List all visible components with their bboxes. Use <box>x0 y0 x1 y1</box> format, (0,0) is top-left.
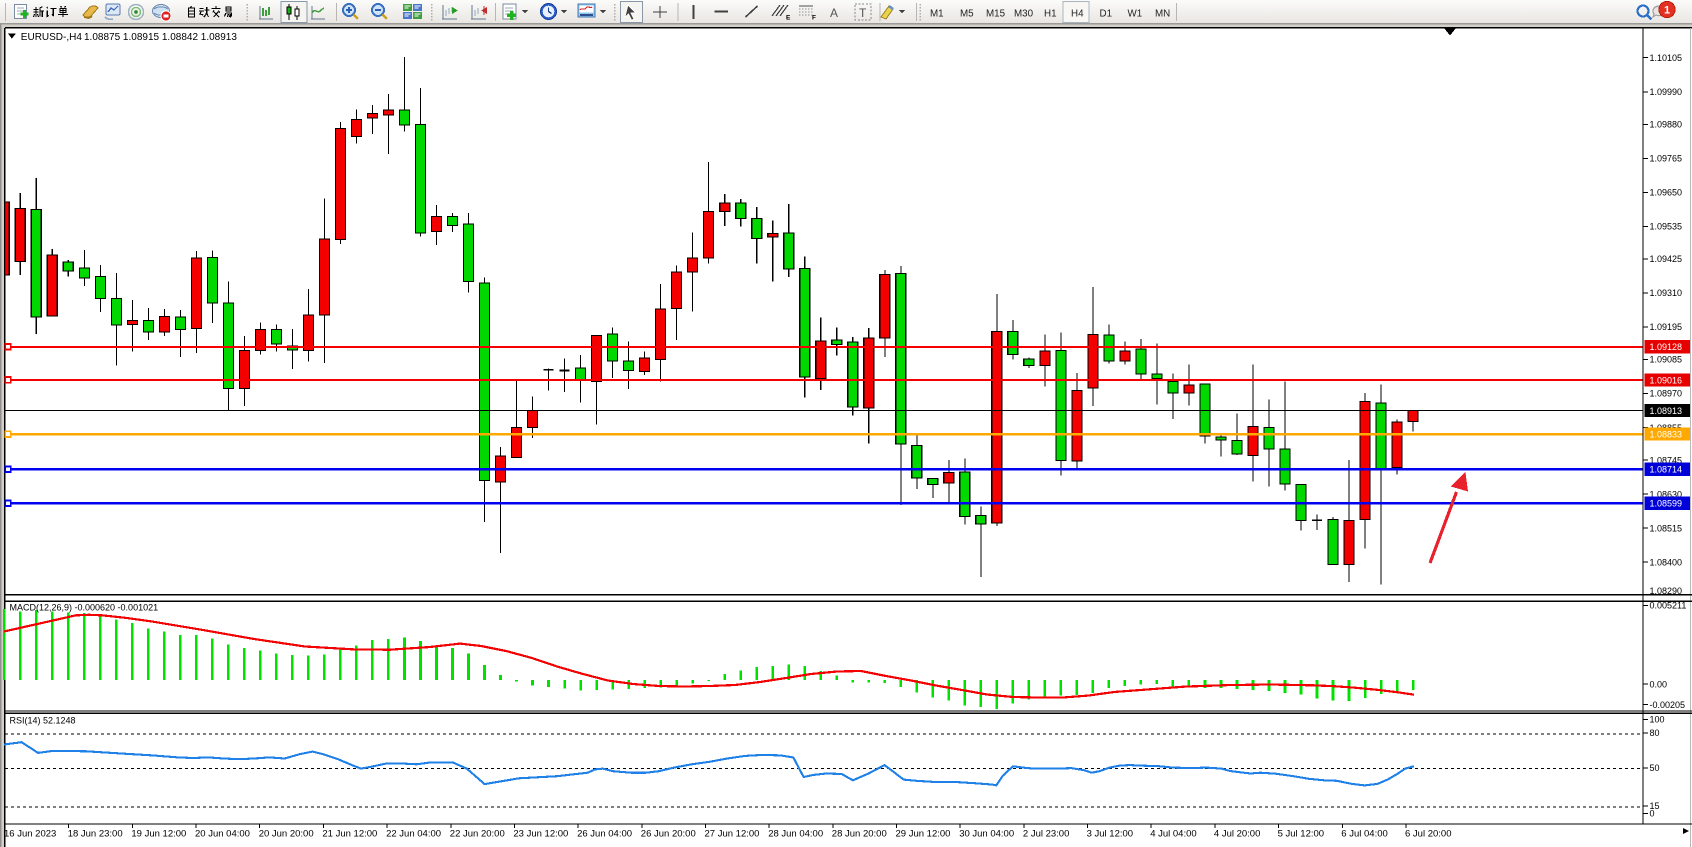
svg-text:20 Jun 20:00: 20 Jun 20:00 <box>259 829 314 840</box>
svg-text:100: 100 <box>1650 715 1665 725</box>
svg-text:1.08599: 1.08599 <box>1650 499 1683 509</box>
svg-text:M5: M5 <box>960 9 974 20</box>
svg-text:1.10105: 1.10105 <box>1650 53 1683 63</box>
svg-text:1.08875 1.08915 1.08842 1.0891: 1.08875 1.08915 1.08842 1.08913 <box>84 32 237 43</box>
svg-text:15: 15 <box>1650 801 1660 811</box>
svg-text:1.09990: 1.09990 <box>1650 87 1683 97</box>
svg-text:19 Jun 12:00: 19 Jun 12:00 <box>131 829 186 840</box>
svg-text:29 Jun 12:00: 29 Jun 12:00 <box>896 829 951 840</box>
svg-text:6 Jul 20:00: 6 Jul 20:00 <box>1405 829 1451 840</box>
svg-text:D1: D1 <box>1100 9 1113 20</box>
svg-text:27 Jun 12:00: 27 Jun 12:00 <box>705 829 760 840</box>
svg-text:1.08913: 1.08913 <box>1650 406 1683 416</box>
svg-text:6 Jul 04:00: 6 Jul 04:00 <box>1341 829 1387 840</box>
svg-text:30 Jun 04:00: 30 Jun 04:00 <box>959 829 1014 840</box>
svg-text:5 Jul 12:00: 5 Jul 12:00 <box>1278 829 1324 840</box>
svg-text:1: 1 <box>1664 4 1670 16</box>
svg-text:1.08745: 1.08745 <box>1650 455 1683 465</box>
svg-text:1.08833: 1.08833 <box>1650 430 1683 440</box>
svg-text:F: F <box>812 15 816 22</box>
svg-text:T: T <box>859 6 867 20</box>
svg-text:3 Jul 12:00: 3 Jul 12:00 <box>1087 829 1133 840</box>
svg-text:50: 50 <box>1650 763 1660 773</box>
svg-text:4 Jul 20:00: 4 Jul 20:00 <box>1214 829 1260 840</box>
svg-text:21 Jun 12:00: 21 Jun 12:00 <box>322 829 377 840</box>
svg-text:1.08400: 1.08400 <box>1650 557 1683 567</box>
svg-text:1.09016: 1.09016 <box>1650 375 1683 385</box>
svg-text:1.09195: 1.09195 <box>1650 322 1683 332</box>
svg-text:1.09128: 1.09128 <box>1650 342 1683 352</box>
svg-text:16 Jun 2023: 16 Jun 2023 <box>4 829 56 840</box>
svg-text:1.09310: 1.09310 <box>1650 288 1683 298</box>
svg-text:1.09880: 1.09880 <box>1650 120 1683 130</box>
svg-text:1.08290: 1.08290 <box>1650 586 1683 596</box>
svg-text:22 Jun 04:00: 22 Jun 04:00 <box>386 829 441 840</box>
svg-text:M15: M15 <box>986 9 1006 20</box>
svg-text:26 Jun 20:00: 26 Jun 20:00 <box>641 829 696 840</box>
svg-text:18 Jun 23:00: 18 Jun 23:00 <box>68 829 123 840</box>
svg-text:20 Jun 04:00: 20 Jun 04:00 <box>195 829 250 840</box>
svg-text:RSI(14) 52.1248: RSI(14) 52.1248 <box>10 716 76 726</box>
svg-text:1.09085: 1.09085 <box>1650 355 1683 365</box>
svg-text:M30: M30 <box>1014 9 1034 20</box>
svg-text:H4: H4 <box>1071 9 1084 20</box>
svg-text:H1: H1 <box>1044 9 1057 20</box>
svg-text:0.00: 0.00 <box>1650 679 1668 689</box>
svg-text:A: A <box>830 6 838 20</box>
svg-text:-0.00205: -0.00205 <box>1650 700 1686 710</box>
svg-text:2 Jul 23:00: 2 Jul 23:00 <box>1023 829 1069 840</box>
svg-text:1.08714: 1.08714 <box>1650 465 1683 475</box>
svg-text:1.08970: 1.08970 <box>1650 389 1683 399</box>
svg-text:E: E <box>786 15 791 22</box>
svg-text:80: 80 <box>1650 728 1660 738</box>
svg-text:MN: MN <box>1155 9 1170 20</box>
svg-text:W1: W1 <box>1128 9 1143 20</box>
svg-text:EURUSD-,H4: EURUSD-,H4 <box>21 32 83 43</box>
svg-text:28 Jun 20:00: 28 Jun 20:00 <box>832 829 887 840</box>
svg-text:28 Jun 04:00: 28 Jun 04:00 <box>768 829 823 840</box>
svg-text:1.09535: 1.09535 <box>1650 222 1683 232</box>
svg-text:0: 0 <box>1650 809 1655 819</box>
svg-text:1.09425: 1.09425 <box>1650 254 1683 264</box>
svg-text:4 Jul 04:00: 4 Jul 04:00 <box>1150 829 1196 840</box>
svg-text:1.08515: 1.08515 <box>1650 523 1683 533</box>
svg-text:0.005211: 0.005211 <box>1650 601 1687 611</box>
svg-text:1.09765: 1.09765 <box>1650 154 1683 164</box>
svg-text:M1: M1 <box>930 9 944 20</box>
svg-text:23 Jun 12:00: 23 Jun 12:00 <box>513 829 568 840</box>
svg-text:26 Jun 04:00: 26 Jun 04:00 <box>577 829 632 840</box>
svg-text:1.09650: 1.09650 <box>1650 188 1683 198</box>
svg-text:1.08630: 1.08630 <box>1650 489 1683 499</box>
svg-text:22 Jun 20:00: 22 Jun 20:00 <box>450 829 505 840</box>
svg-text:MACD(12,26,9) -0.000620 -0.001: MACD(12,26,9) -0.000620 -0.001021 <box>10 603 159 613</box>
